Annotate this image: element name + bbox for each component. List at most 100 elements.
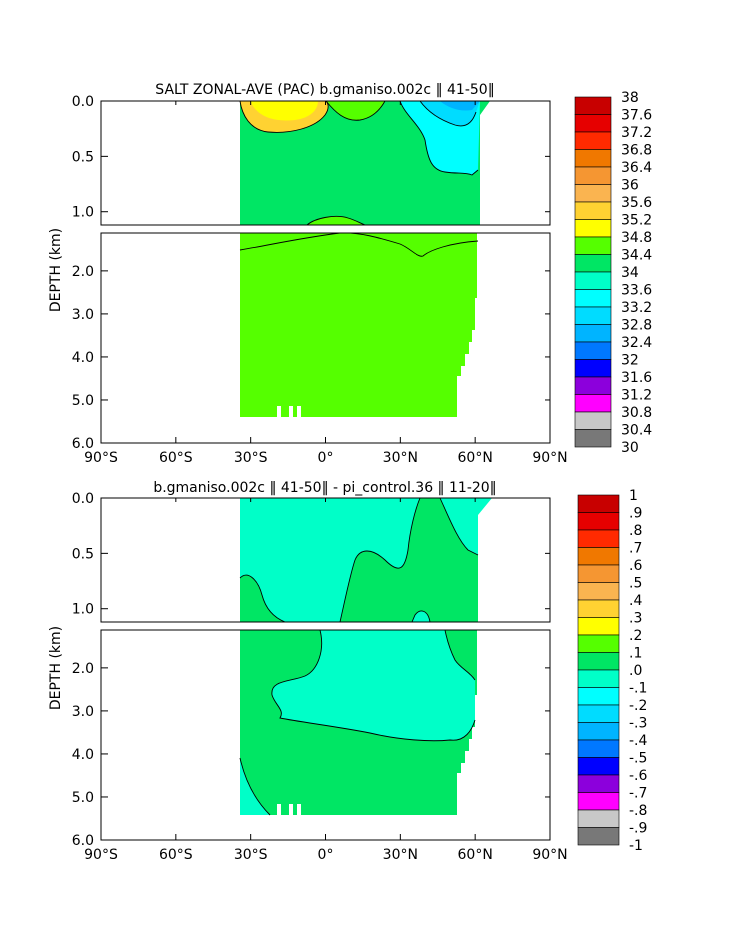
colorbar-label: 32 xyxy=(621,353,639,369)
y-tick-label: 6.0 xyxy=(72,436,94,452)
colorbar-label: 30.4 xyxy=(621,423,652,439)
panel-2: b.gmaniso.002c ‖ 41-50‖ - pi_control.36 … xyxy=(48,480,648,863)
panel-2-ylabel: DEPTH (km) xyxy=(48,626,64,710)
panel-2-gap xyxy=(277,804,281,815)
colorbar-label: 35.6 xyxy=(621,195,652,211)
panel-2-axes: 90°S 60°S 30°S 0° 30°N 60°N 90°N 0.0 0.5 1.0 2.0 3.… xyxy=(72,491,568,863)
panel-1: SALT ZONAL-AVE (PAC) b.gmaniso.002c ‖ 41… xyxy=(48,82,652,466)
colorbar-label: -.8 xyxy=(629,803,647,819)
colorbar-label: .3 xyxy=(629,611,642,627)
colorbar-label: -1 xyxy=(629,838,643,854)
colorbar-label: .6 xyxy=(629,558,642,574)
colorbar-swatch xyxy=(577,494,620,513)
panel-1-axes: 90°S 60°S 30°S 0° 30°N 60°N 90°N 0.0 0.5 1.0 2.0 3.… xyxy=(72,94,568,466)
x-tick-label: 60°N xyxy=(458,847,493,863)
colorbar-swatch xyxy=(574,341,612,360)
panel-1-gap xyxy=(277,406,281,417)
colorbar-label: .1 xyxy=(629,646,642,662)
colorbar-label: 34 xyxy=(621,265,639,281)
colorbar-swatch xyxy=(577,792,620,811)
colorbar-swatch xyxy=(574,96,612,115)
colorbar-swatch xyxy=(574,131,612,150)
y-tick-label: 2.0 xyxy=(72,661,94,677)
x-tick-label: 30°S xyxy=(234,450,268,466)
y-tick-label: 4.0 xyxy=(72,747,94,763)
colorbar-swatch xyxy=(574,254,612,273)
y-tick-label: 3.0 xyxy=(72,307,94,323)
y-tick-label: 0.0 xyxy=(72,94,94,110)
colorbar-label: -.4 xyxy=(629,733,648,749)
colorbar-label: 31.6 xyxy=(621,370,652,386)
colorbar-swatch xyxy=(574,219,612,238)
panel-2-gap xyxy=(297,804,301,815)
colorbar-label: .0 xyxy=(629,663,642,679)
x-tick-label: 30°S xyxy=(234,847,268,863)
colorbar-swatch xyxy=(577,599,620,618)
panel-2-deep-neg-south xyxy=(240,758,270,815)
x-tick-label: 0° xyxy=(318,450,334,466)
colorbar-label: .9 xyxy=(629,506,642,522)
colorbar-label: 37.2 xyxy=(621,125,652,141)
colorbar-swatch xyxy=(577,564,620,583)
y-tick-label: 6.0 xyxy=(72,833,94,849)
panel-1-title: SALT ZONAL-AVE (PAC) b.gmaniso.002c ‖ 41… xyxy=(155,82,494,98)
x-tick-label: 60°S xyxy=(159,847,193,863)
colorbar-swatch xyxy=(577,634,620,653)
colorbar-swatch xyxy=(577,704,620,723)
colorbar-swatch xyxy=(577,529,620,548)
panel-1-fresh-deep xyxy=(440,101,480,111)
x-tick-label: 60°N xyxy=(458,450,493,466)
colorbar-swatch xyxy=(574,149,612,168)
y-tick-label: 5.0 xyxy=(72,790,94,806)
colorbar-label: 36 xyxy=(621,178,639,194)
x-tick-label: 90°N xyxy=(532,847,567,863)
panel-2-fields xyxy=(239,497,492,816)
colorbar-label: -.2 xyxy=(629,698,647,714)
colorbar-swatch xyxy=(574,411,612,430)
panel-1-salty-lens-rim xyxy=(250,101,318,121)
colorbar-swatch xyxy=(574,271,612,290)
colorbar-label: -.3 xyxy=(629,716,647,732)
colorbar-label: 33.2 xyxy=(621,300,652,316)
colorbar-swatch xyxy=(577,652,620,671)
colorbar-label: 31.2 xyxy=(621,388,652,404)
colorbar-label: 38 xyxy=(621,90,639,106)
y-tick-label: 1.0 xyxy=(72,602,94,618)
y-tick-label: 4.0 xyxy=(72,350,94,366)
colorbar-swatch xyxy=(574,324,612,343)
panel-2-title: b.gmaniso.002c ‖ 41-50‖ - pi_control.36 … xyxy=(153,480,496,496)
colorbar-swatch xyxy=(574,201,612,220)
colorbar-label: .8 xyxy=(629,523,642,539)
panel-2-gap xyxy=(289,804,293,815)
colorbar-label: 32.4 xyxy=(621,335,652,351)
colorbar-swatch xyxy=(574,359,612,378)
panel-1-gap xyxy=(289,406,293,417)
colorbar-swatch xyxy=(577,547,620,566)
colorbar-label: 37.6 xyxy=(621,108,652,124)
colorbar-label: 30 xyxy=(621,440,639,456)
colorbar-swatch xyxy=(577,722,620,741)
x-tick-label: 0° xyxy=(318,847,334,863)
y-tick-label: 5.0 xyxy=(72,393,94,409)
x-tick-label: 60°S xyxy=(159,450,193,466)
panel-2-deep-neg xyxy=(271,630,475,741)
colorbar-swatch xyxy=(574,289,612,308)
colorbar-swatch xyxy=(574,184,612,203)
panel-1-deep-field xyxy=(240,233,477,417)
panel-2-colorbar: 1 .9.8 .7.6 .5.4 .3.2 .1.0 -.1-.2 -.3-.4 -.5-.6 -… xyxy=(577,488,648,854)
colorbar-swatch xyxy=(577,774,620,793)
y-tick-label: 0.5 xyxy=(72,546,94,562)
colorbar-label: -.9 xyxy=(629,821,647,837)
panel-1-contours xyxy=(239,100,479,257)
colorbar-swatch xyxy=(577,827,620,846)
colorbar-swatch xyxy=(574,236,612,255)
colorbar-swatch xyxy=(574,166,612,185)
colorbar-label: 36.4 xyxy=(621,160,652,176)
y-tick-label: 1.0 xyxy=(72,205,94,221)
panel-2-upper-pos xyxy=(340,498,478,622)
colorbar-label: -.1 xyxy=(629,681,647,697)
colorbar-swatch xyxy=(577,757,620,776)
panel-2-contours xyxy=(239,497,479,816)
y-tick-label: 3.0 xyxy=(72,704,94,720)
